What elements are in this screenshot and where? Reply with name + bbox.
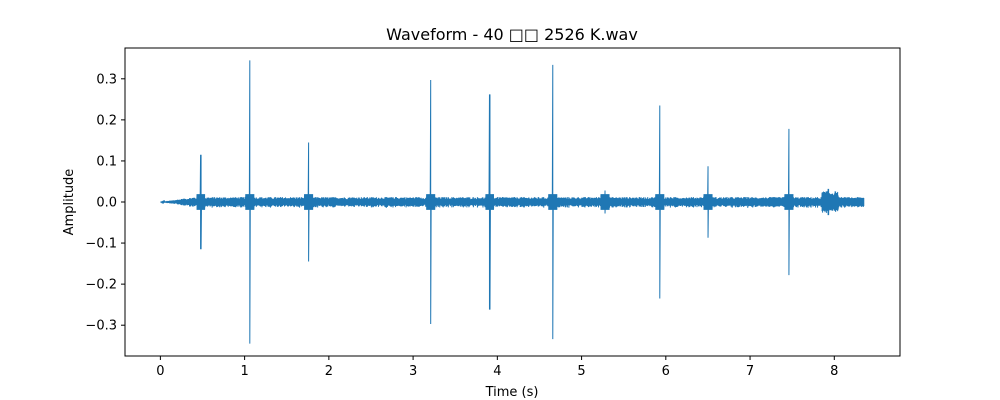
x-tick-label: 5: [577, 364, 585, 379]
x-tick-label: 8: [830, 364, 838, 379]
x-tick-label: 3: [409, 364, 417, 379]
y-tick-label: 0.2: [96, 113, 117, 128]
y-tick-label: 0.0: [96, 196, 117, 211]
y-axis-label: Amplitude: [62, 169, 77, 236]
y-tick-label: 0.1: [96, 154, 117, 169]
y-axis: −0.3 −0.2 −0.1 0.0 0.1 0.2 0.3: [85, 72, 125, 334]
y-tick-label: 0.3: [96, 72, 117, 87]
x-tick-label: 7: [746, 364, 754, 379]
x-axis-label: Time (s): [485, 385, 539, 400]
x-tick-label: 6: [662, 364, 670, 379]
x-tick-label: 1: [240, 364, 248, 379]
chart-title: Waveform - 40 □□ 2526 K.wav: [386, 25, 638, 44]
y-tick-label: −0.3: [85, 319, 117, 334]
x-tick-label: 2: [325, 364, 333, 379]
waveform-series-line: [160, 60, 865, 344]
x-axis: 0 1 2 3 4 5 6 7 8: [156, 356, 838, 379]
x-tick-label: 4: [493, 364, 501, 379]
x-tick-label: 0: [156, 364, 164, 379]
y-tick-label: −0.1: [85, 237, 117, 252]
plot-area: [160, 60, 865, 344]
y-tick-label: −0.2: [85, 278, 117, 293]
